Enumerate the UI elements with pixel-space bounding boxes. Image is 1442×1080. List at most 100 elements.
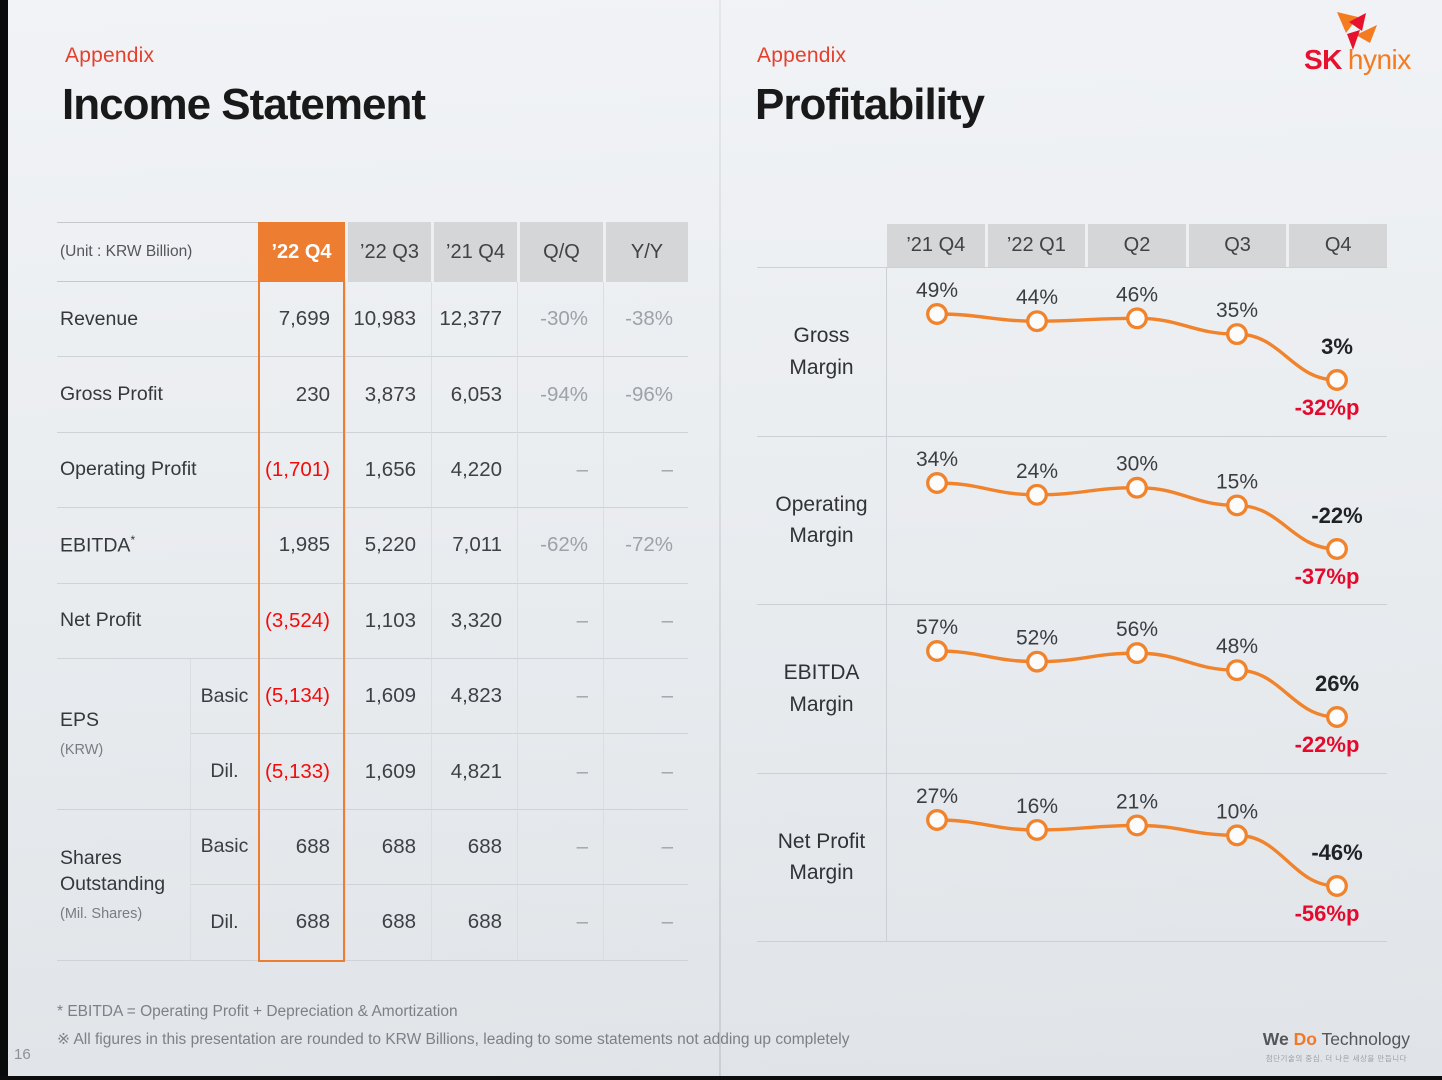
slide-divider: [719, 0, 721, 1080]
margin-row-ebitda-margin: EBITDA Margin 57% 52% 56% 48% 26% -22%p: [757, 604, 1387, 773]
data-point-marker: [1226, 659, 1248, 682]
sk-hynix-logo: SK hynix: [1304, 12, 1416, 78]
table-cell: 230: [258, 357, 346, 433]
label-line: EBITDA: [783, 661, 860, 685]
income-statement-table-host: (Unit : KRW Billion) ’22 Q4’22 Q3’21 Q4 Q/…: [57, 222, 689, 962]
point-label: 48%: [1216, 635, 1258, 658]
point-label: 57%: [916, 616, 958, 639]
table-cell: -96%: [603, 357, 689, 433]
left-eyebrow: Appendix: [65, 44, 155, 67]
page-number: 16: [14, 1046, 31, 1063]
point-label: 30%: [1116, 452, 1158, 475]
table-cell: –: [517, 885, 604, 961]
final-point-label: 3%: [1321, 334, 1353, 359]
label-line: Net Profit: [777, 829, 866, 853]
data-point-marker: [1026, 818, 1048, 841]
table-cell: -62%: [517, 508, 604, 584]
margin-chart-column-headers: ’21 Q4’22 Q1 Q2 Q3 Q4: [887, 224, 1387, 267]
table-cell: 7,699: [258, 282, 346, 358]
slogan-text: We Do Technology: [1263, 1029, 1410, 1050]
data-point-marker: [1326, 537, 1348, 560]
table-cell: (3,524): [258, 583, 346, 659]
data-point-marker: [1126, 642, 1148, 665]
chart-column-header: Q4: [1289, 224, 1387, 267]
margin-charts: Gross Margin 49% 44% 46% 35% 3% -32%p Operating M…: [757, 267, 1387, 942]
chart-column-header: ’21 Q4: [887, 224, 985, 267]
data-point-marker: [1026, 310, 1048, 333]
table-cell: 1,656: [345, 432, 432, 509]
data-point-marker: [1326, 874, 1348, 897]
column-header: Q/Q: [517, 222, 604, 282]
logo-hynix-text: hynix: [1347, 44, 1411, 75]
table-cell: -38%: [603, 282, 689, 358]
row-label: Gross Profit: [57, 357, 259, 433]
table-cell: –: [517, 583, 604, 659]
unit-label: (Unit : KRW Billion): [57, 222, 259, 282]
table-row: Shares Outstanding (Mil. Shares) Basic 688 6…: [57, 809, 689, 961]
table-cell: –: [603, 809, 689, 886]
point-label: 44%: [1016, 286, 1058, 309]
point-label: 27%: [916, 785, 958, 808]
table-row: EBITDA* 1,985 5,220 7,011 -62% -72%: [57, 508, 689, 584]
table-cell: (5,134): [258, 658, 346, 735]
row-sublabel: Basic: [190, 809, 259, 886]
table-cell: –: [603, 583, 689, 659]
table-cell: (1,701): [258, 432, 346, 509]
label-line: Margin: [789, 355, 854, 379]
table-cell: 6,053: [431, 357, 518, 433]
margin-row-label: Gross Margin: [757, 268, 887, 436]
table-cell: –: [603, 658, 689, 735]
chart-column-header: ’22 Q1: [987, 224, 1086, 267]
data-point-marker: [1226, 323, 1248, 346]
point-label: 35%: [1216, 299, 1258, 322]
we-do-technology-slogan: We Do Technology 첨단기술의 중심, 더 나은 세상을 만듭니다: [1263, 1029, 1410, 1064]
table-cell: 688: [431, 809, 518, 886]
logo-text: SK hynix: [1304, 44, 1411, 76]
final-point-label: 26%: [1315, 671, 1359, 696]
butterfly-icon: [1337, 12, 1377, 50]
data-point-marker: [926, 640, 948, 662]
table-cell: –: [517, 658, 604, 735]
data-point-marker: [926, 808, 948, 831]
footnote-ebitda: * EBITDA = Operating Profit + Depreciati…: [57, 1003, 458, 1020]
slogan-tagline: 첨단기술의 중심, 더 나은 세상을 만듭니다: [1265, 1054, 1408, 1063]
data-point-marker: [1226, 823, 1248, 846]
chart-column-header: Q2: [1088, 224, 1186, 267]
table-cell: (5,133): [258, 734, 346, 810]
group-label-unit: (Mil. Shares): [60, 905, 143, 922]
data-point-marker: [1026, 483, 1048, 506]
column-header: ’21 Q4: [431, 222, 518, 282]
margin-row-label: EBITDA Margin: [757, 605, 887, 773]
table-cell: 1,609: [345, 734, 432, 810]
data-point-marker: [1126, 476, 1148, 499]
data-point-marker: [1326, 369, 1348, 391]
label-line: Margin: [789, 692, 854, 716]
row-sublabel: Basic: [190, 658, 259, 735]
logo-sk-text: SK: [1304, 44, 1342, 75]
table-cell: –: [517, 432, 604, 509]
table-cell: 3,320: [431, 583, 518, 659]
point-label: 34%: [916, 448, 958, 471]
column-header: ’22 Q4: [258, 222, 346, 282]
row-label: Operating Profit: [57, 433, 259, 509]
table-cell: –: [603, 432, 689, 509]
table-row: Revenue 7,699 10,983 12,377 -30% -38%: [57, 282, 689, 358]
column-header: ’22 Q3: [345, 222, 432, 282]
header-row: (Unit : KRW Billion) ’22 Q4’22 Q3’21 Q4 Q/…: [57, 222, 689, 282]
table-cell: 4,823: [431, 658, 518, 735]
margin-chart-net-profit-margin: 27% 16% 21% 10% -46% -56%p: [916, 785, 1363, 926]
data-point-marker: [926, 471, 948, 494]
chart-column-header: Q3: [1188, 224, 1287, 267]
row-sublabel: Dil.: [190, 885, 259, 961]
margin-chart-gross-margin: 49% 44% 46% 35% 3% -32%p: [916, 279, 1359, 420]
footnote-rounding: ※ All figures in this presentation are r…: [57, 1031, 850, 1048]
table-cell: 688: [431, 885, 518, 961]
table-cell: 1,103: [345, 583, 432, 659]
table-row: Dil. (5,133) 1,609 4,821– –: [57, 734, 689, 810]
footnote-marker: *: [130, 533, 136, 548]
margin-row-operating-margin: Operating Margin 34% 24% 30% 15% -22% -37%p: [757, 435, 1387, 604]
table-cell: –: [603, 734, 689, 810]
slogan-technology: Technology: [1321, 1029, 1410, 1049]
margin-row-label: Operating Margin: [757, 436, 887, 604]
table-cell: 10,983: [345, 282, 432, 358]
